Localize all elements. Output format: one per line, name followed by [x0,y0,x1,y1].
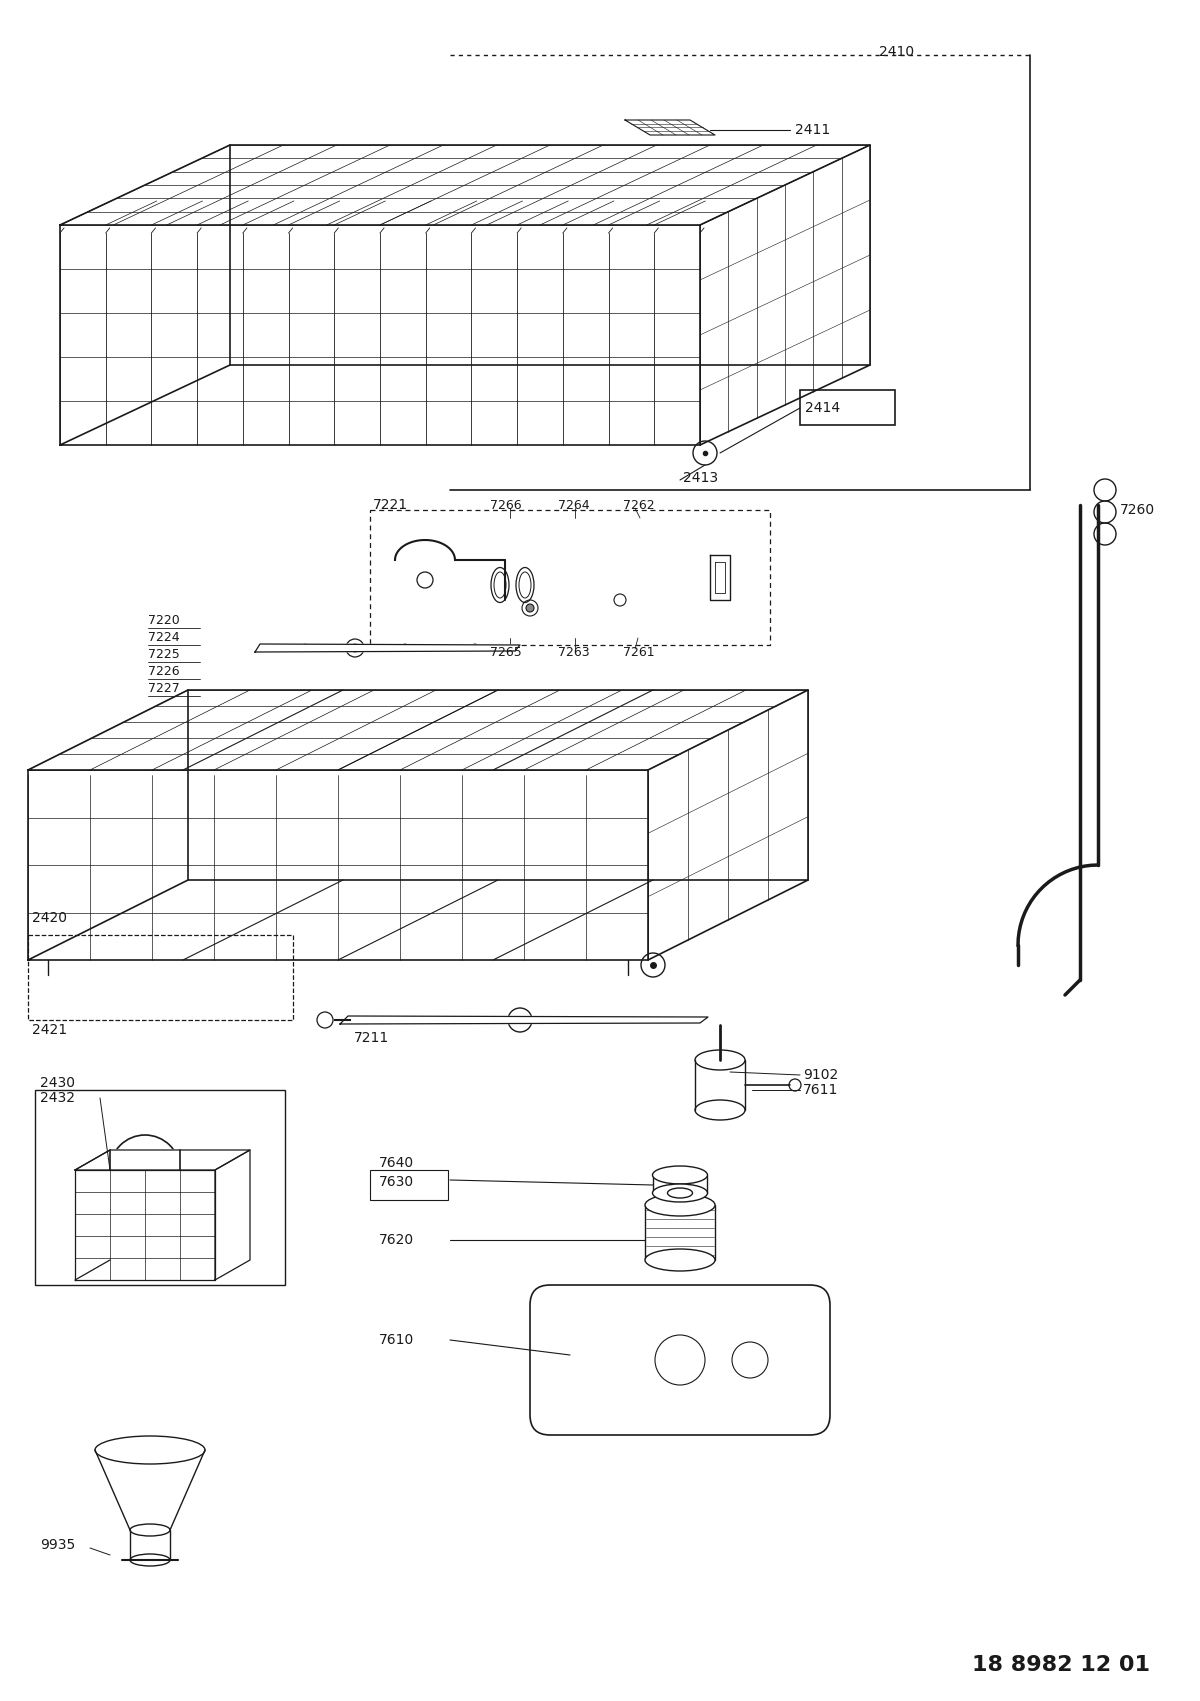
Polygon shape [340,1015,708,1024]
Text: 2432: 2432 [40,1090,74,1106]
Ellipse shape [130,1555,170,1567]
Text: 7225: 7225 [148,648,180,660]
Circle shape [352,645,359,651]
Text: 2413: 2413 [683,471,718,485]
Text: 7227: 7227 [148,682,180,694]
Text: 2430: 2430 [40,1077,74,1090]
Polygon shape [215,1150,250,1279]
Text: 9935: 9935 [40,1538,76,1551]
Bar [800,390,895,425]
Text: 7211: 7211 [354,1031,389,1044]
Text: 7221: 7221 [373,498,408,512]
Bar [28,936,293,1021]
Text: 7260: 7260 [1120,503,1156,517]
Text: 7630: 7630 [379,1175,414,1189]
Text: 7226: 7226 [148,665,180,677]
Text: 7262: 7262 [623,498,655,512]
Bar [35,1090,286,1284]
Text: 7263: 7263 [558,645,589,658]
Polygon shape [74,1170,215,1279]
Ellipse shape [646,1249,715,1271]
Circle shape [526,604,534,612]
Ellipse shape [667,1187,692,1198]
Text: 7266: 7266 [490,498,522,512]
Ellipse shape [646,1194,715,1216]
Text: 7265: 7265 [490,645,522,658]
Text: 2420: 2420 [32,912,67,925]
Text: 7220: 7220 [148,614,180,626]
Text: 9102: 9102 [803,1068,839,1082]
Text: 7264: 7264 [558,498,589,512]
Text: 7610: 7610 [379,1334,414,1347]
Text: 18 8982 12 01: 18 8982 12 01 [972,1655,1150,1675]
Polygon shape [256,645,520,651]
Polygon shape [625,121,715,134]
Text: 7611: 7611 [803,1084,839,1097]
Bar [370,1170,448,1199]
Ellipse shape [95,1436,205,1465]
Text: 2411: 2411 [796,122,830,138]
FancyBboxPatch shape [530,1284,830,1436]
Text: 7640: 7640 [379,1157,414,1170]
Ellipse shape [653,1165,708,1184]
Polygon shape [74,1150,250,1170]
Ellipse shape [130,1524,170,1536]
Text: 2410: 2410 [878,44,914,60]
Ellipse shape [653,1184,708,1203]
Text: 7224: 7224 [148,631,180,643]
Text: 2414: 2414 [805,401,840,415]
Text: 7620: 7620 [379,1233,414,1247]
Text: 2421: 2421 [32,1022,67,1038]
Text: 7261: 7261 [623,645,655,658]
